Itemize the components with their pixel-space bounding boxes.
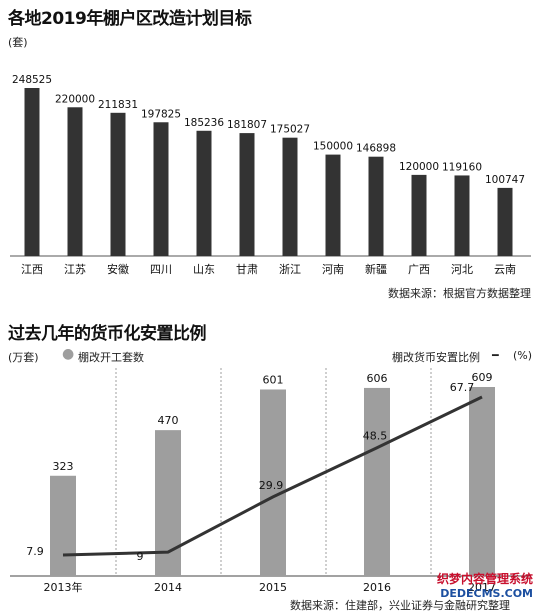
- chart1-value-label: 119160: [442, 161, 482, 173]
- chart1-bar: [110, 112, 126, 256]
- line-legend-unit: (%): [513, 349, 533, 362]
- chart2-category-label: 2017: [468, 581, 496, 594]
- chart1-value-label: 211831: [98, 99, 138, 111]
- chart1-category-label: 江苏: [64, 263, 86, 276]
- bar-legend-icon: ●: [62, 346, 75, 362]
- bar-legend-label: 棚改开工套数: [78, 351, 144, 364]
- chart2-category-label: 2015: [259, 581, 287, 594]
- chart2-bar: [155, 430, 181, 576]
- chart2-bar: [469, 387, 495, 576]
- chart1-value-label: 100747: [485, 174, 525, 186]
- chart1-unit: (套): [8, 36, 28, 49]
- chart2-bar-value-label: 323: [53, 460, 74, 473]
- chart1-category-label: 甘肃: [236, 263, 258, 276]
- chart1-bar: [153, 122, 169, 256]
- chart1-bar: [282, 137, 298, 256]
- chart1-category-label: 河南: [322, 263, 344, 276]
- chart2-bar: [50, 475, 76, 576]
- chart1-title: 各地2019年棚户区改造计划目标: [8, 9, 252, 29]
- chart1-bar: [67, 107, 83, 257]
- chart1-bar: [368, 156, 384, 256]
- chart2-unit: (万套): [8, 351, 39, 364]
- chart1-category-label: 广西: [408, 263, 430, 276]
- chart2-line-value-label: 9: [137, 550, 144, 563]
- chart1-category-label: 云南: [494, 263, 516, 276]
- chart1-category-label: 新疆: [365, 262, 387, 276]
- chart1-category-label: 浙江: [279, 263, 301, 276]
- chart2-source: 数据来源：住建部，兴业证券与金融研究整理: [290, 599, 510, 612]
- chart1-bar: [325, 154, 341, 256]
- chart1-bar: [411, 174, 427, 256]
- chart2-bar-value-label: 606: [367, 372, 388, 385]
- chart2-bar-value-label: 601: [263, 373, 284, 386]
- chart1-value-label: 120000: [399, 161, 439, 173]
- chart1-bar: [24, 88, 40, 256]
- chart2-bar-value-label: 470: [158, 414, 179, 427]
- chart1-value-label: 181807: [227, 119, 267, 131]
- chart2-line-value-label: 48.5: [363, 430, 388, 443]
- chart2-line-value-label: 29.9: [259, 479, 284, 492]
- chart1-value-label: 220000: [55, 93, 95, 105]
- chart1-bar: [196, 130, 212, 256]
- chart1-bar: [497, 187, 513, 256]
- chart1-bar: [454, 175, 470, 256]
- chart1-bar: [239, 133, 255, 256]
- chart2-line-value-label: 7.9: [26, 545, 44, 558]
- watermark-line1: 织梦内容管理系统: [436, 572, 533, 586]
- chart2-line-value-label: 67.7: [450, 381, 475, 394]
- chart1-value-label: 146898: [356, 143, 396, 155]
- chart2-bar-value-label: 609: [472, 371, 493, 384]
- line-legend-icon: ━: [492, 349, 499, 362]
- watermark: 织梦内容管理系统 DEDECMS.COM: [437, 570, 533, 600]
- chart2-bar: [364, 387, 390, 576]
- chart1-value-label: 197825: [141, 108, 181, 120]
- chart1-category-label: 山东: [193, 263, 215, 276]
- chart2-category-label: 2016: [363, 581, 391, 594]
- chart1-category-label: 四川: [150, 263, 172, 276]
- chart1-category-label: 安徽: [107, 262, 129, 276]
- chart2-category-label: 2013年: [44, 580, 83, 594]
- chart1-value-label: 150000: [313, 141, 353, 153]
- chart2-ratio-line: [62, 395, 483, 557]
- chart1-source: 数据来源：根据官方数据整理: [388, 287, 531, 300]
- watermark-line2: DEDECMS.COM: [440, 587, 533, 600]
- chart1-value-label: 175027: [270, 124, 310, 136]
- chart2-category-label: 2014: [154, 581, 182, 594]
- chart1-category-label: 江西: [21, 263, 43, 276]
- chart2-title: 过去几年的货币化安置比例: [8, 324, 207, 344]
- chart1-plot: 248525 江西 220000 江苏 211831 安徽 197825 四川 185236 山东…: [10, 74, 531, 276]
- chart2-bar: [260, 389, 286, 576]
- chart1-value-label: 185236: [184, 117, 224, 129]
- chart1-category-label: 河北: [451, 263, 473, 276]
- chart1-value-label: 248525: [12, 74, 52, 86]
- line-legend-label: 棚改货币安置比例: [392, 351, 480, 364]
